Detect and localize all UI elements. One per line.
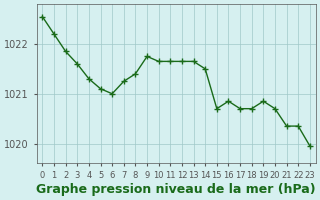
X-axis label: Graphe pression niveau de la mer (hPa): Graphe pression niveau de la mer (hPa) [36,183,316,196]
